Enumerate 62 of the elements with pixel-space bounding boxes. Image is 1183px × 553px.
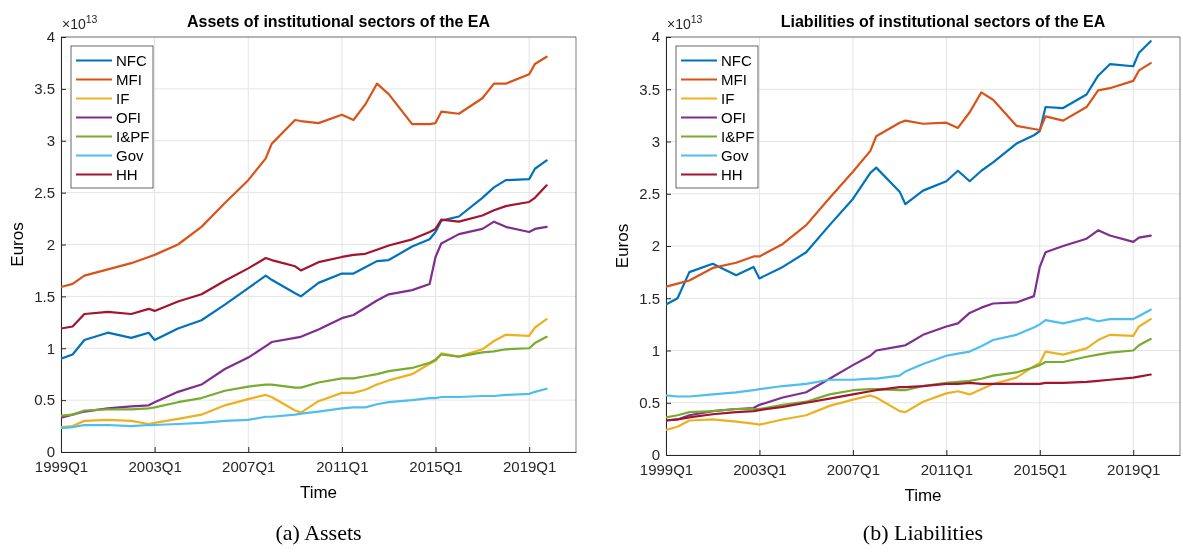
legend-label: NFC: [721, 51, 752, 69]
legend-label: IF: [116, 89, 130, 107]
legend-label: OFI: [721, 108, 746, 126]
y-tick-label: 1.5: [34, 287, 55, 305]
line-series: [61, 159, 548, 360]
text: (b) Liabilities: [862, 520, 984, 545]
legend-label: HH: [721, 165, 743, 183]
x-tick-label: 2007Q1: [222, 457, 276, 475]
y-tick-label: 2: [651, 237, 660, 255]
x-tick-label: 2015Q1: [1013, 460, 1067, 478]
line-series: [61, 220, 548, 419]
chart-title: Assets of institutional sectors of the EA: [186, 13, 491, 30]
chart-title: Liabilities of institutional sectors of the EA: [780, 13, 1106, 30]
line-series: [61, 387, 548, 430]
x-tick-label: 2007Q1: [826, 460, 881, 478]
legend-label: Gov: [116, 146, 145, 164]
legend-label: HH: [116, 165, 138, 183]
line-series: [666, 337, 1152, 419]
line-series: [61, 318, 548, 429]
y-tick-label: 2.5: [639, 185, 660, 203]
x-axis-title: Time: [904, 486, 942, 505]
y-tick-label: 3.5: [639, 80, 660, 98]
x-tick-label: 2011Q1: [920, 460, 973, 478]
legend-label: MFI: [116, 70, 142, 88]
text: ×10$^{13}$: [62, 13, 98, 32]
line-series: [666, 373, 1152, 422]
line-series: [61, 335, 548, 417]
line-series: [666, 318, 1152, 432]
y-axis-title: Euros: [613, 223, 632, 269]
line-series: [61, 55, 548, 289]
legend-label: I&PF: [721, 127, 755, 145]
y-tick-label: 0.5: [639, 394, 660, 412]
legend-label: IF: [721, 89, 735, 107]
y-tick-label: 3.5: [34, 80, 55, 98]
y-tick-label: 2: [46, 235, 55, 253]
x-tick-label: 2003Q1: [128, 457, 182, 475]
line-series: [666, 308, 1152, 398]
legend-label: Gov: [721, 146, 750, 164]
y-tick-label: 1.5: [639, 289, 660, 307]
y-tick-label: 2.5: [34, 183, 55, 201]
line-series: [61, 184, 548, 330]
y-tick-label: 1: [46, 339, 55, 357]
legend-label: OFI: [116, 108, 141, 126]
line-series: [666, 40, 1152, 306]
text: ×10$^{13}$: [667, 13, 703, 32]
x-axis-title: Time: [299, 483, 338, 502]
y-tick-label: 3: [651, 132, 660, 150]
y-tick-label: 4: [46, 28, 55, 46]
y-axis-title: Euros: [8, 222, 27, 267]
legend-label: NFC: [116, 51, 147, 69]
y-tick-label: 1: [651, 341, 660, 359]
x-tick-label: 2011Q1: [316, 457, 369, 475]
y-tick-label: 3: [46, 132, 55, 150]
legend-label: MFI: [721, 70, 747, 88]
text: (a) Assets: [275, 520, 362, 545]
x-tick-label: 2015Q1: [409, 457, 463, 475]
x-tick-label: 2003Q1: [733, 460, 787, 478]
x-tick-label: 2019Q1: [1107, 460, 1161, 478]
x-tick-label: 2019Q1: [502, 457, 557, 475]
legend-label: I&PF: [116, 127, 150, 145]
y-tick-label: 4: [651, 28, 660, 46]
y-tick-label: 0.5: [34, 391, 55, 409]
